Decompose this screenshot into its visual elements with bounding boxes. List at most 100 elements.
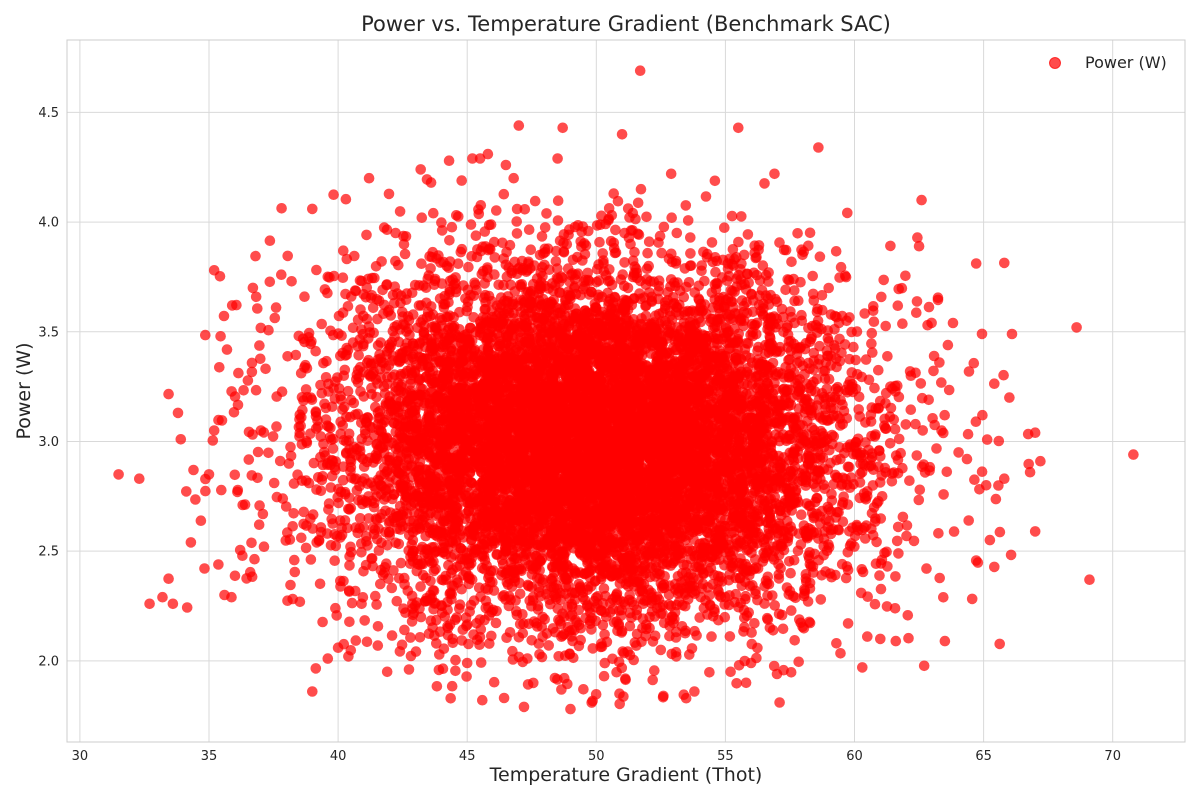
scatter-point <box>489 677 500 688</box>
scatter-point <box>235 545 246 556</box>
scatter-point <box>619 228 630 239</box>
scatter-point <box>347 598 358 609</box>
scatter-point <box>301 543 312 554</box>
scatter-point <box>804 547 815 558</box>
scatter-point <box>200 330 211 341</box>
scatter-point <box>361 230 372 241</box>
scatter-point <box>268 431 279 442</box>
scatter-point <box>250 251 261 262</box>
scatter-point <box>238 385 249 396</box>
scatter-point <box>904 475 915 486</box>
scatter-point <box>816 594 827 605</box>
scatter-point <box>719 222 730 233</box>
scatter-point <box>805 228 816 239</box>
scatter-point <box>451 210 462 221</box>
scatter-point <box>237 500 248 511</box>
scatter-point <box>922 320 933 331</box>
scatter-point <box>971 258 982 269</box>
scatter-point <box>815 251 826 262</box>
scatter-point <box>903 633 914 644</box>
scatter-point <box>843 618 854 629</box>
scatter-point <box>982 434 993 445</box>
scatter-point <box>963 429 974 440</box>
scatter-point <box>876 292 887 303</box>
scatter-point <box>335 581 346 592</box>
scatter-point <box>823 283 834 294</box>
scatter-point <box>641 212 652 223</box>
scatter-point <box>461 671 472 682</box>
scatter-point <box>649 665 660 676</box>
scatter-point <box>633 198 644 209</box>
scatter-point <box>306 554 317 565</box>
scatter-point <box>933 295 944 306</box>
scatter-point <box>598 255 609 266</box>
scatter-point <box>695 565 706 576</box>
scatter-point <box>869 316 880 327</box>
scatter-point <box>415 581 426 592</box>
scatter-point <box>786 257 797 268</box>
scatter-point <box>411 646 422 657</box>
scatter-point <box>893 548 904 559</box>
scatter-point <box>873 365 884 376</box>
scatter-point <box>265 277 276 288</box>
scatter-point <box>630 214 641 225</box>
scatter-point <box>793 657 804 668</box>
scatter-point <box>200 486 211 497</box>
scatter-point <box>948 318 959 329</box>
scatter-point <box>344 617 355 628</box>
scatter-point <box>995 527 1006 538</box>
scatter-point <box>551 256 562 267</box>
scatter-point <box>594 275 605 286</box>
scatter-point <box>447 681 458 692</box>
scatter-point <box>939 410 950 421</box>
scatter-point <box>773 559 784 570</box>
scatter-point <box>882 351 893 362</box>
scatter-point <box>511 216 522 227</box>
scatter-point <box>936 377 947 388</box>
scatter-point <box>871 537 882 548</box>
scatter-point <box>275 456 286 467</box>
scatter-point <box>456 175 467 186</box>
scatter-point <box>251 385 262 396</box>
scatter-point <box>892 536 903 547</box>
scatter-point <box>890 424 901 435</box>
scatter-point <box>999 258 1010 269</box>
scatter-point <box>836 262 847 273</box>
scatter-point <box>439 643 450 654</box>
scatter-point <box>311 663 322 674</box>
scatter-point <box>977 329 988 340</box>
scatter-point <box>216 485 227 496</box>
scatter-point <box>687 643 698 654</box>
scatter-point <box>989 562 1000 573</box>
scatter-point <box>182 602 193 613</box>
scatter-point <box>491 205 502 216</box>
scatter-point <box>528 592 539 603</box>
scatter-point <box>181 486 192 497</box>
scatter-point <box>276 203 287 214</box>
scatter-point <box>685 248 696 259</box>
scatter-point <box>901 419 912 430</box>
scatter-point <box>553 195 564 206</box>
scatter-point <box>417 212 428 223</box>
scatter-point <box>463 262 474 273</box>
scatter-point <box>416 258 427 269</box>
scatter-point <box>400 249 411 260</box>
scatter-point <box>499 693 510 704</box>
scatter-point <box>962 454 973 465</box>
scatter-point <box>666 212 677 223</box>
scatter-point <box>915 485 926 496</box>
scatter-point <box>949 526 960 537</box>
scatter-point <box>672 228 683 239</box>
data-points <box>113 65 1138 714</box>
scatter-point <box>885 438 896 449</box>
scatter-point <box>373 640 384 651</box>
scatter-point <box>296 533 307 544</box>
scatter-point <box>540 222 551 233</box>
scatter-point <box>894 434 905 445</box>
scatter-point <box>835 648 846 659</box>
scatter-point <box>213 559 224 570</box>
scatter-point <box>491 618 502 629</box>
scatter-point <box>163 573 174 584</box>
